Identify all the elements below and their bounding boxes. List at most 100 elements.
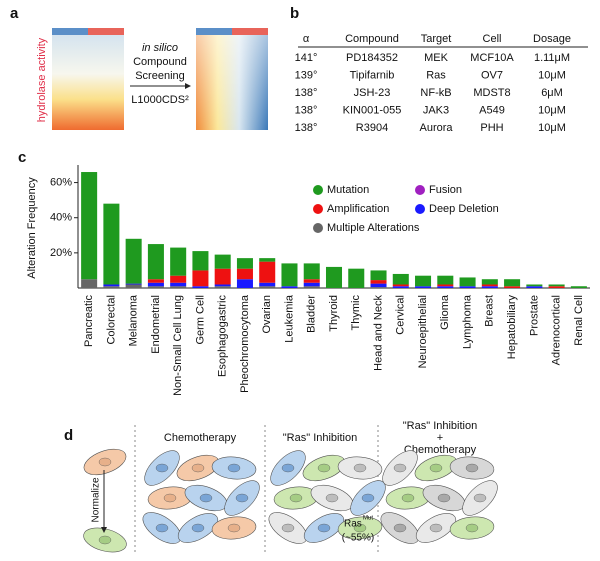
bar-segment — [259, 261, 276, 283]
bar-segment — [459, 286, 476, 288]
nucleus — [155, 463, 169, 473]
nucleus — [281, 463, 295, 473]
x-tick-label: Colorectal — [105, 295, 117, 345]
table-cell: JSH-23 — [354, 87, 391, 99]
legend-marker — [415, 204, 425, 214]
x-tick-label: Adrenocortical — [551, 295, 563, 365]
bar-segment — [259, 258, 276, 262]
y-axis-title: Alteration Frequency — [26, 177, 38, 279]
legend-marker — [313, 204, 323, 214]
x-tick-label: Thyroid — [328, 295, 340, 332]
bar-segment — [348, 268, 365, 288]
x-tick-label: Hepatobiliary — [506, 295, 518, 360]
condition-title: Chemotherapy — [404, 444, 477, 456]
nucleus — [429, 463, 443, 473]
bar-segment — [214, 254, 231, 269]
table-header: Target — [421, 33, 452, 45]
x-tick-label: Non-Small Cell Lung — [172, 295, 184, 396]
y-tick-label: 60% — [50, 176, 72, 188]
nucleus — [401, 493, 415, 503]
bar-segment — [236, 279, 253, 288]
table-cell: 138° — [295, 87, 318, 99]
bar-segment — [325, 266, 343, 288]
legend-marker — [313, 223, 323, 233]
nucleus — [191, 463, 205, 473]
legend-marker — [415, 185, 425, 195]
bar-segment — [392, 273, 409, 285]
condition-title: "Ras" Inhibition — [283, 432, 357, 444]
screen-text: in silico — [142, 42, 178, 54]
nucleus — [227, 463, 241, 473]
panel-label: a — [10, 5, 19, 22]
condition-title: "Ras" Inhibition — [403, 420, 477, 432]
nucleus — [465, 523, 479, 533]
x-tick-label: Neuroepithelial — [417, 295, 429, 368]
table-cell: 1.11μM — [534, 52, 570, 64]
table-cell: Aurora — [419, 122, 453, 134]
bar-segment — [370, 280, 387, 284]
bar-segment — [214, 286, 231, 288]
bar-segment — [570, 286, 587, 288]
heatmap-shade — [196, 28, 268, 130]
bar-segment — [125, 238, 142, 284]
bar-segment — [192, 286, 209, 288]
bar-segment — [437, 286, 454, 288]
table-cell: 10μM — [538, 69, 566, 81]
bar-segment — [481, 286, 498, 288]
table-cell: 138° — [295, 122, 318, 134]
ras-mut-sup: Mut — [363, 516, 373, 522]
panel-label: d — [64, 427, 73, 444]
x-tick-label: Leukemia — [283, 294, 295, 343]
nucleus — [353, 463, 367, 473]
x-tick-label: Pancreatic — [83, 295, 95, 347]
table-cell: PD184352 — [346, 52, 398, 64]
nucleus — [437, 493, 451, 503]
bar-segment — [415, 286, 432, 288]
bar-segment — [236, 258, 253, 269]
x-tick-label: Bladder — [306, 295, 318, 333]
y-tick-label: 20% — [50, 247, 72, 259]
bar-segment — [548, 284, 565, 287]
bar-segment — [437, 284, 454, 287]
table: α Compound Target Cell Dosage 141° PD184352 MEK… — [295, 33, 571, 134]
nucleus — [191, 523, 205, 533]
screen-text: Compound — [133, 56, 187, 68]
bar-segment — [370, 270, 387, 281]
bar-segment — [192, 270, 209, 287]
bar-segment — [281, 263, 298, 287]
bar-segment — [392, 286, 409, 288]
x-tick-label: Breast — [484, 295, 496, 327]
heatmap — [52, 28, 124, 130]
nucleus — [98, 457, 112, 467]
bar-segment — [125, 283, 142, 285]
bar-segment — [170, 282, 187, 287]
legend-label: Multiple Alterations — [327, 222, 420, 234]
bar-segment — [548, 286, 565, 288]
ras-mut: Ras — [344, 519, 362, 530]
bar-segment — [81, 279, 98, 288]
legend-label: Deep Deletion — [429, 203, 499, 215]
table-cell: 10μM — [538, 104, 566, 116]
x-tick-label: Cervical — [395, 295, 407, 335]
table-cell: NF-kB — [420, 87, 451, 99]
table-header: Dosage — [533, 33, 571, 45]
bar-segment — [192, 251, 209, 271]
legend-marker — [313, 185, 323, 195]
nucleus — [325, 493, 339, 503]
table-cell: PHH — [480, 122, 503, 134]
bar-segment — [392, 284, 409, 287]
bar-segment — [526, 284, 543, 287]
heatmap-strip — [196, 28, 232, 35]
cells — [83, 448, 498, 553]
table-cell: JAK3 — [423, 104, 449, 116]
heatmap-strip — [88, 28, 124, 35]
nucleus — [163, 493, 177, 503]
nucleus — [317, 523, 331, 533]
legend-label: Amplification — [327, 203, 389, 215]
table-cell: 141° — [295, 52, 318, 64]
table-cell: 139° — [295, 69, 318, 81]
bar-segment — [125, 284, 142, 288]
bar-segment — [214, 268, 231, 285]
bar-segment — [303, 263, 320, 280]
legend-label: Fusion — [429, 184, 462, 196]
